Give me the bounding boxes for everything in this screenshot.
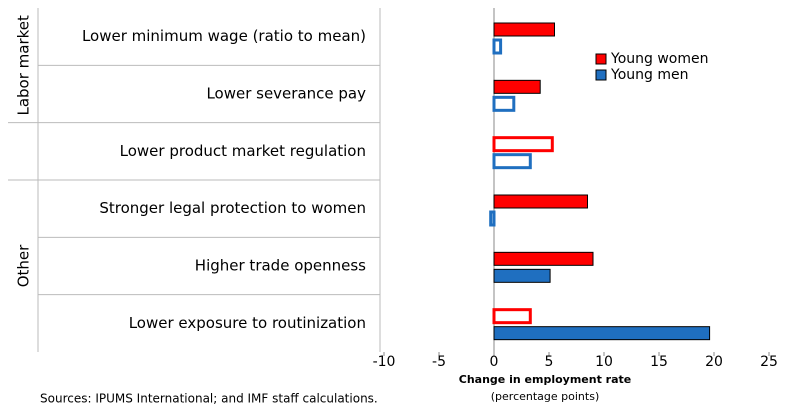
bar (492, 38, 503, 55)
category-label: Stronger legal protection to women (99, 199, 366, 217)
bar (493, 251, 594, 266)
x-tick-label: 15 (650, 354, 668, 370)
bar (492, 308, 532, 325)
x-tick-label: 5 (545, 354, 554, 370)
x-tick-label: 0 (490, 354, 499, 370)
category-label: Lower severance pay (206, 85, 366, 103)
x-tick-label: 20 (705, 354, 723, 370)
bar (493, 22, 555, 37)
bar (493, 268, 551, 283)
legend-swatch (595, 69, 607, 81)
x-axis-label: Change in employment rate (459, 373, 631, 386)
category-label: Higher trade openness (195, 257, 366, 275)
x-tick-label: -5 (432, 354, 446, 370)
x-axis-sublabel: (percentage points) (491, 390, 600, 403)
category-label: Lower minimum wage (ratio to mean) (82, 27, 366, 45)
bar (489, 210, 496, 227)
legend-label: Young men (610, 67, 688, 83)
category-label: Lower exposure to routinization (129, 314, 366, 332)
legend-label: Young women (610, 51, 708, 67)
bar (493, 194, 588, 209)
category-label: Lower product market regulation (120, 142, 366, 160)
bar (493, 79, 541, 94)
x-tick-label: 10 (595, 354, 613, 370)
bar (492, 136, 554, 153)
bar (493, 326, 711, 341)
group-label: Labor market (15, 15, 33, 116)
bar (492, 95, 516, 112)
x-tick-label: 25 (760, 354, 778, 370)
group-label: Other (15, 244, 33, 287)
source-note: Sources: IPUMS International; and IMF st… (40, 392, 378, 406)
bar (492, 153, 532, 170)
legend-swatch (595, 53, 607, 65)
x-tick-label: -10 (373, 354, 396, 370)
